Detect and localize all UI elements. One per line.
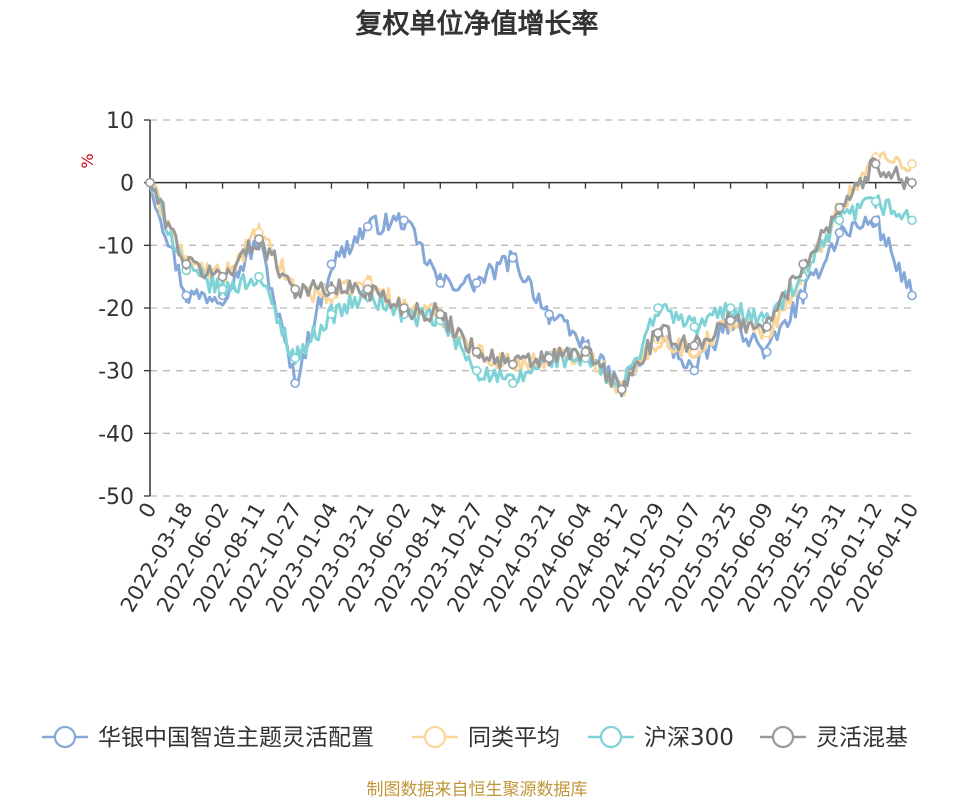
chart-title: 复权单位净值增长率 (356, 8, 599, 40)
legend-marker-icon (599, 725, 623, 749)
data-point (798, 259, 808, 269)
data-point (254, 271, 264, 282)
data-source-note: 制图数据来自恒生聚源数据库 (367, 780, 588, 800)
data-point (508, 253, 518, 263)
data-point (290, 353, 300, 363)
data-point (362, 221, 373, 232)
data-point (326, 309, 337, 320)
data-point (399, 303, 409, 313)
data-point (471, 365, 482, 376)
data-point (725, 315, 736, 326)
data-point (508, 359, 518, 370)
data-point (217, 271, 228, 282)
data-point (907, 177, 917, 188)
y-axis-unit: % (78, 153, 97, 168)
series-line-peer (148, 151, 914, 397)
data-point (762, 321, 772, 332)
data-point (326, 284, 337, 295)
y-tick-label: -40 (98, 422, 134, 447)
data-point (834, 202, 845, 213)
series-line-flex (148, 157, 913, 398)
legend-item-index[interactable]: 沪深300 (588, 725, 734, 751)
legend-item-peer[interactable]: 同类平均 (412, 725, 560, 751)
data-point (290, 378, 300, 389)
legend[interactable]: 华银中国智造主题灵活配置 同类平均 沪深300 灵活混基 (42, 725, 908, 751)
data-point (326, 259, 337, 269)
plot-area (145, 151, 917, 398)
legend-label: 灵活混基 (816, 725, 908, 751)
data-point (435, 309, 446, 320)
data-point (181, 259, 192, 269)
series-line-index (148, 182, 913, 391)
data-point (544, 309, 554, 320)
legend-label: 沪深300 (644, 725, 734, 751)
data-point (689, 340, 700, 351)
legend-item-fund[interactable]: 华银中国智造主题灵活配置 (42, 725, 374, 751)
data-point (870, 159, 881, 169)
data-point (870, 215, 881, 226)
data-point (798, 290, 808, 301)
data-point (471, 278, 482, 288)
data-point (689, 321, 700, 332)
data-point (689, 365, 700, 376)
data-point (471, 347, 482, 357)
data-point (145, 177, 155, 188)
data-point (653, 303, 663, 313)
data-point (616, 384, 627, 395)
y-tick-label: 0 (120, 172, 134, 197)
data-point (834, 228, 845, 238)
legend-label: 华银中国智造主题灵活配置 (98, 725, 374, 751)
data-point (435, 278, 446, 288)
y-tick-label: 10 (106, 109, 134, 134)
legend-marker-icon (53, 725, 77, 749)
y-tick-label: -50 (98, 485, 134, 510)
data-point (544, 353, 554, 363)
data-point (870, 196, 881, 207)
axes: 100-10-20-30-40-5002022-03-182022-06-022… (98, 109, 923, 616)
series-flex (145, 157, 917, 398)
data-point (181, 290, 192, 301)
y-tick-label: -10 (98, 234, 134, 259)
legend-marker-icon (771, 725, 795, 749)
data-point (834, 215, 845, 226)
data-point (762, 347, 772, 357)
legend-label: 同类平均 (468, 725, 560, 751)
data-point (508, 378, 518, 389)
data-point (907, 159, 917, 169)
x-tick-label: 0 (134, 499, 161, 523)
y-tick-label: -20 (98, 297, 134, 322)
data-point (653, 328, 663, 338)
data-point (399, 215, 409, 226)
data-point (290, 284, 300, 295)
data-point (725, 303, 736, 313)
data-point (217, 284, 228, 295)
data-point (254, 234, 264, 244)
data-point (580, 347, 591, 357)
data-point (362, 284, 373, 295)
legend-marker-icon (423, 725, 447, 749)
y-tick-label: -30 (98, 360, 134, 385)
legend-item-flex[interactable]: 灵活混基 (760, 725, 908, 751)
data-point (907, 215, 917, 226)
data-point (907, 290, 917, 301)
